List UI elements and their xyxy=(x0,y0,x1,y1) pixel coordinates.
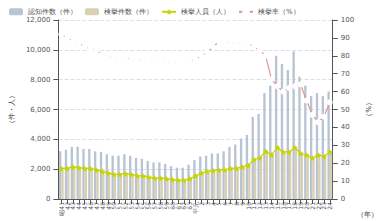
svg-text:16: 16 xyxy=(279,202,287,210)
svg-text:60: 60 xyxy=(168,202,176,210)
svg-text:検挙件数（件）: 検挙件数（件） xyxy=(104,8,153,16)
svg-text:14: 14 xyxy=(267,202,275,210)
svg-text:90: 90 xyxy=(341,34,350,42)
svg-text:2,000: 2,000 xyxy=(30,165,50,173)
svg-text:11: 11 xyxy=(250,202,258,210)
svg-text:22: 22 xyxy=(314,202,322,210)
svg-text:（%）: （%） xyxy=(365,99,373,120)
svg-text:57: 57 xyxy=(151,202,159,210)
svg-text:4,000: 4,000 xyxy=(30,135,50,143)
svg-text:19: 19 xyxy=(297,202,305,210)
svg-text:42: 42 xyxy=(63,202,71,210)
svg-text:10: 10 xyxy=(341,177,350,185)
svg-text:46: 46 xyxy=(87,202,94,210)
svg-text:平元: 平元 xyxy=(192,202,200,214)
svg-text:昭41: 昭41 xyxy=(57,202,65,216)
svg-text:20: 20 xyxy=(341,159,350,167)
svg-text:17: 17 xyxy=(285,202,293,210)
svg-text:15: 15 xyxy=(273,202,281,210)
svg-text:55: 55 xyxy=(139,202,147,210)
svg-text:0: 0 xyxy=(341,195,345,203)
svg-text:62: 62 xyxy=(180,202,188,210)
svg-text:24: 24 xyxy=(326,202,333,210)
svg-text:7: 7 xyxy=(227,202,235,206)
svg-text:58: 58 xyxy=(157,202,164,210)
svg-text:30: 30 xyxy=(341,141,350,149)
svg-text:（件・人）: （件・人） xyxy=(8,92,16,127)
svg-text:56: 56 xyxy=(145,202,153,210)
svg-text:52: 52 xyxy=(122,202,129,210)
svg-text:21: 21 xyxy=(308,202,316,210)
svg-text:5: 5 xyxy=(215,202,223,206)
svg-text:49: 49 xyxy=(104,202,112,210)
svg-text:（年）: （年） xyxy=(357,211,378,219)
svg-text:検挙人員（人）: 検挙人員（人） xyxy=(181,8,230,16)
svg-text:10: 10 xyxy=(244,202,252,210)
svg-text:61: 61 xyxy=(174,202,182,210)
svg-text:2: 2 xyxy=(197,202,205,206)
svg-text:50: 50 xyxy=(110,202,118,210)
svg-text:13: 13 xyxy=(262,202,270,210)
svg-text:認知件数（件）: 認知件数（件） xyxy=(28,8,77,16)
svg-text:10,000: 10,000 xyxy=(26,46,51,54)
svg-text:12,000: 12,000 xyxy=(26,16,51,24)
svg-text:4: 4 xyxy=(209,202,217,206)
svg-text:47: 47 xyxy=(92,202,100,210)
svg-text:23: 23 xyxy=(320,202,328,210)
svg-text:12: 12 xyxy=(256,202,264,210)
svg-text:検挙率（%）: 検挙率（%） xyxy=(258,8,300,16)
svg-text:63: 63 xyxy=(186,202,194,210)
svg-text:9: 9 xyxy=(238,202,246,206)
svg-text:53: 53 xyxy=(127,202,135,210)
svg-text:80: 80 xyxy=(341,52,350,60)
svg-text:40: 40 xyxy=(341,123,350,131)
svg-text:43: 43 xyxy=(69,202,77,210)
svg-text:3: 3 xyxy=(203,202,211,206)
svg-text:100: 100 xyxy=(341,16,354,24)
svg-text:6,000: 6,000 xyxy=(30,106,50,114)
svg-text:59: 59 xyxy=(162,202,170,210)
svg-text:50: 50 xyxy=(341,106,350,114)
svg-text:18: 18 xyxy=(291,202,299,210)
svg-text:44: 44 xyxy=(75,202,83,210)
svg-text:0: 0 xyxy=(46,195,50,203)
svg-text:60: 60 xyxy=(341,88,350,96)
svg-text:48: 48 xyxy=(98,202,106,210)
svg-text:54: 54 xyxy=(133,202,141,210)
svg-text:8,000: 8,000 xyxy=(30,76,50,84)
svg-text:8: 8 xyxy=(232,202,240,206)
svg-text:6: 6 xyxy=(221,202,229,206)
svg-text:51: 51 xyxy=(116,202,124,210)
svg-text:20: 20 xyxy=(303,202,310,210)
svg-text:45: 45 xyxy=(81,202,89,210)
svg-text:70: 70 xyxy=(341,70,350,78)
